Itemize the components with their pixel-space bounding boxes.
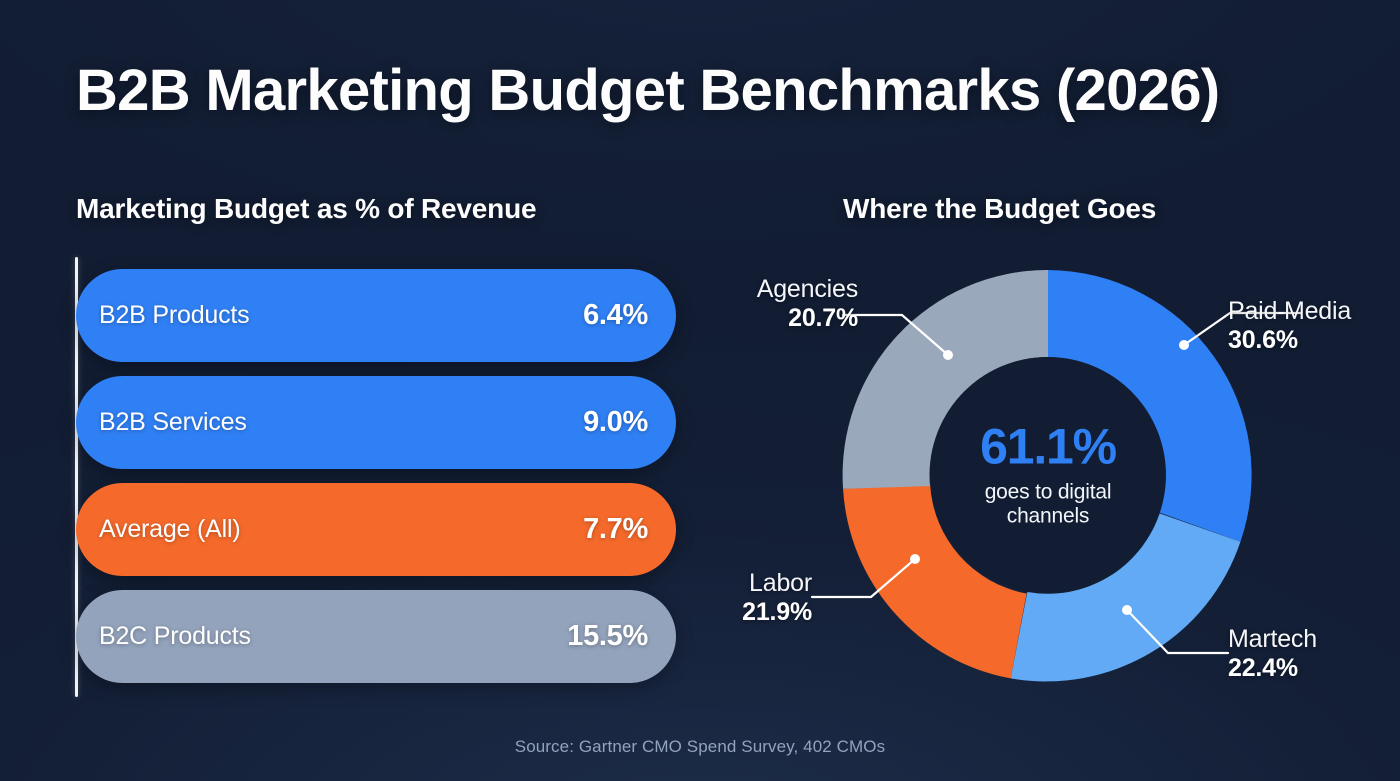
bar-chart-heading: Marketing Budget as % of Revenue: [76, 193, 537, 224]
donut-label-name: Paid Media: [1228, 297, 1352, 325]
bar-b2b-products[interactable]: B2B Products 6.4%: [76, 269, 676, 362]
donut-segments: [842, 269, 1252, 682]
bar-b2c-products[interactable]: B2C Products 15.5%: [76, 590, 676, 683]
leader-line-martech: [1125, 608, 1230, 655]
donut-segment-martech[interactable]: [1010, 513, 1241, 682]
donut-label-name: Martech: [1228, 625, 1317, 653]
leader-line-agencies: [841, 313, 950, 357]
bar-value: 9.0%: [583, 406, 648, 438]
leader-line-labor: [810, 557, 917, 599]
donut-label-paid-media: Paid Media 30.6%: [1228, 297, 1351, 355]
bar-value: 6.4%: [583, 299, 648, 331]
bar-row: B2C Products 15.5%: [76, 590, 676, 683]
bar-value: 7.7%: [583, 513, 648, 545]
donut-label-value: 20.7%: [788, 304, 858, 332]
leader-dot-martech: [1122, 605, 1132, 615]
leader-dot-agencies: [943, 350, 953, 360]
bar-chart-axis-line: [75, 257, 78, 697]
bar-average-all[interactable]: Average (All) 7.7%: [76, 483, 676, 576]
bar-label: B2B Services: [99, 408, 247, 436]
bar-label: Average (All): [99, 515, 241, 543]
donut-segment-agencies[interactable]: [842, 269, 1048, 489]
leader-line-paid-media: [1182, 311, 1302, 347]
donut-label-value: 30.6%: [1228, 326, 1298, 354]
bar-row: B2B Services 9.0%: [76, 376, 676, 469]
donut-label-martech: Martech 22.4%: [1228, 625, 1317, 683]
bar-row: Average (All) 7.7%: [76, 483, 676, 576]
donut-label-name: Labor: [749, 569, 812, 597]
leader-dot-paid-media: [1179, 340, 1189, 350]
donut-chart-heading: Where the Budget Goes: [843, 193, 1157, 224]
bar-b2b-services[interactable]: B2B Services 9.0%: [76, 376, 676, 469]
donut-label-agencies: Agencies 20.7%: [603, 275, 858, 333]
donut-label-name: Agencies: [756, 275, 858, 303]
donut-hole: [930, 357, 1166, 593]
bar-label: B2C Products: [99, 622, 251, 650]
donut-leader-lines: [810, 311, 1302, 655]
donut-segment-labor[interactable]: [843, 484, 1027, 679]
bar-chart-panel: Marketing Budget as % of Revenue B2B Pro…: [75, 193, 676, 697]
page-title: B2B Marketing Budget Benchmarks (2026): [76, 58, 1220, 123]
bar-row: B2B Products 6.4%: [76, 269, 676, 362]
bar-label: B2B Products: [99, 301, 250, 329]
bar-value: 15.5%: [567, 620, 648, 652]
donut-label-value: 22.4%: [1228, 654, 1298, 682]
source-footnote: Source: Gartner CMO Spend Survey, 402 CM…: [514, 737, 886, 756]
leader-dot-labor: [910, 554, 920, 564]
donut-label-labor: Labor 21.9%: [612, 569, 812, 627]
donut-label-value: 21.9%: [742, 598, 812, 626]
donut-segment-paid-media[interactable]: [1048, 270, 1252, 542]
